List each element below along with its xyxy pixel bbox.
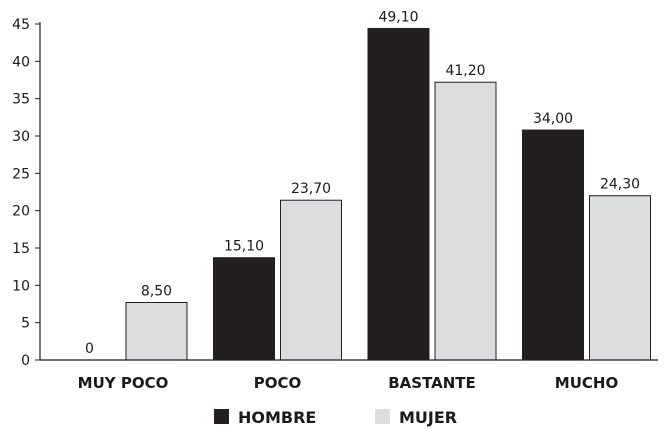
category-label: BASTANTE bbox=[388, 374, 476, 392]
data-label: 49,10 bbox=[378, 9, 418, 25]
data-label: 24,30 bbox=[600, 177, 640, 193]
mujer-bar bbox=[125, 302, 188, 361]
data-label: 23,70 bbox=[291, 181, 331, 197]
legend: HOMBRE MUJER bbox=[214, 408, 457, 427]
y-axis: 0 5 10 15 20 25 30 35 40 45 bbox=[12, 17, 41, 369]
x-axis: MUY POCO POCO BASTANTE MUCHO bbox=[40, 359, 658, 392]
data-label: 41,20 bbox=[445, 63, 485, 79]
data-label: 8,50 bbox=[141, 284, 172, 300]
y-tick-label: 45 bbox=[12, 17, 30, 33]
legend-label: MUJER bbox=[399, 408, 457, 427]
y-tick-label: 10 bbox=[12, 278, 30, 294]
y-tick-label: 20 bbox=[12, 204, 30, 220]
y-tick-label: 15 bbox=[12, 241, 30, 257]
data-label: 34,00 bbox=[533, 111, 573, 127]
legend-item-mujer: MUJER bbox=[375, 408, 457, 427]
y-tick-label: 30 bbox=[12, 129, 30, 145]
y-tick-label: 40 bbox=[12, 54, 30, 70]
category-label: POCO bbox=[254, 374, 302, 392]
category-label: MUY POCO bbox=[78, 374, 169, 392]
legend-swatch bbox=[375, 409, 390, 424]
legend-label: HOMBRE bbox=[238, 408, 316, 427]
data-label: 0 bbox=[85, 341, 94, 357]
mujer-bar bbox=[280, 199, 342, 361]
y-tick-label: 5 bbox=[21, 316, 30, 332]
hombre-bar bbox=[367, 27, 430, 361]
mujer-bar bbox=[434, 81, 497, 361]
legend-swatch bbox=[214, 409, 229, 424]
hombre-bar bbox=[522, 129, 584, 361]
mujer-bar bbox=[589, 195, 651, 361]
category-label: MUCHO bbox=[555, 374, 618, 392]
y-tick-label: 35 bbox=[12, 92, 30, 108]
y-tick-label: 25 bbox=[12, 166, 30, 182]
bars: 0 8,50 15,10 23,70 49,10 41,20 34,00 24,30 bbox=[85, 9, 651, 361]
hombre-bar bbox=[213, 257, 275, 361]
data-label: 15,10 bbox=[224, 239, 264, 255]
y-tick-label: 0 bbox=[21, 353, 30, 369]
legend-item-hombre: HOMBRE bbox=[214, 408, 316, 427]
